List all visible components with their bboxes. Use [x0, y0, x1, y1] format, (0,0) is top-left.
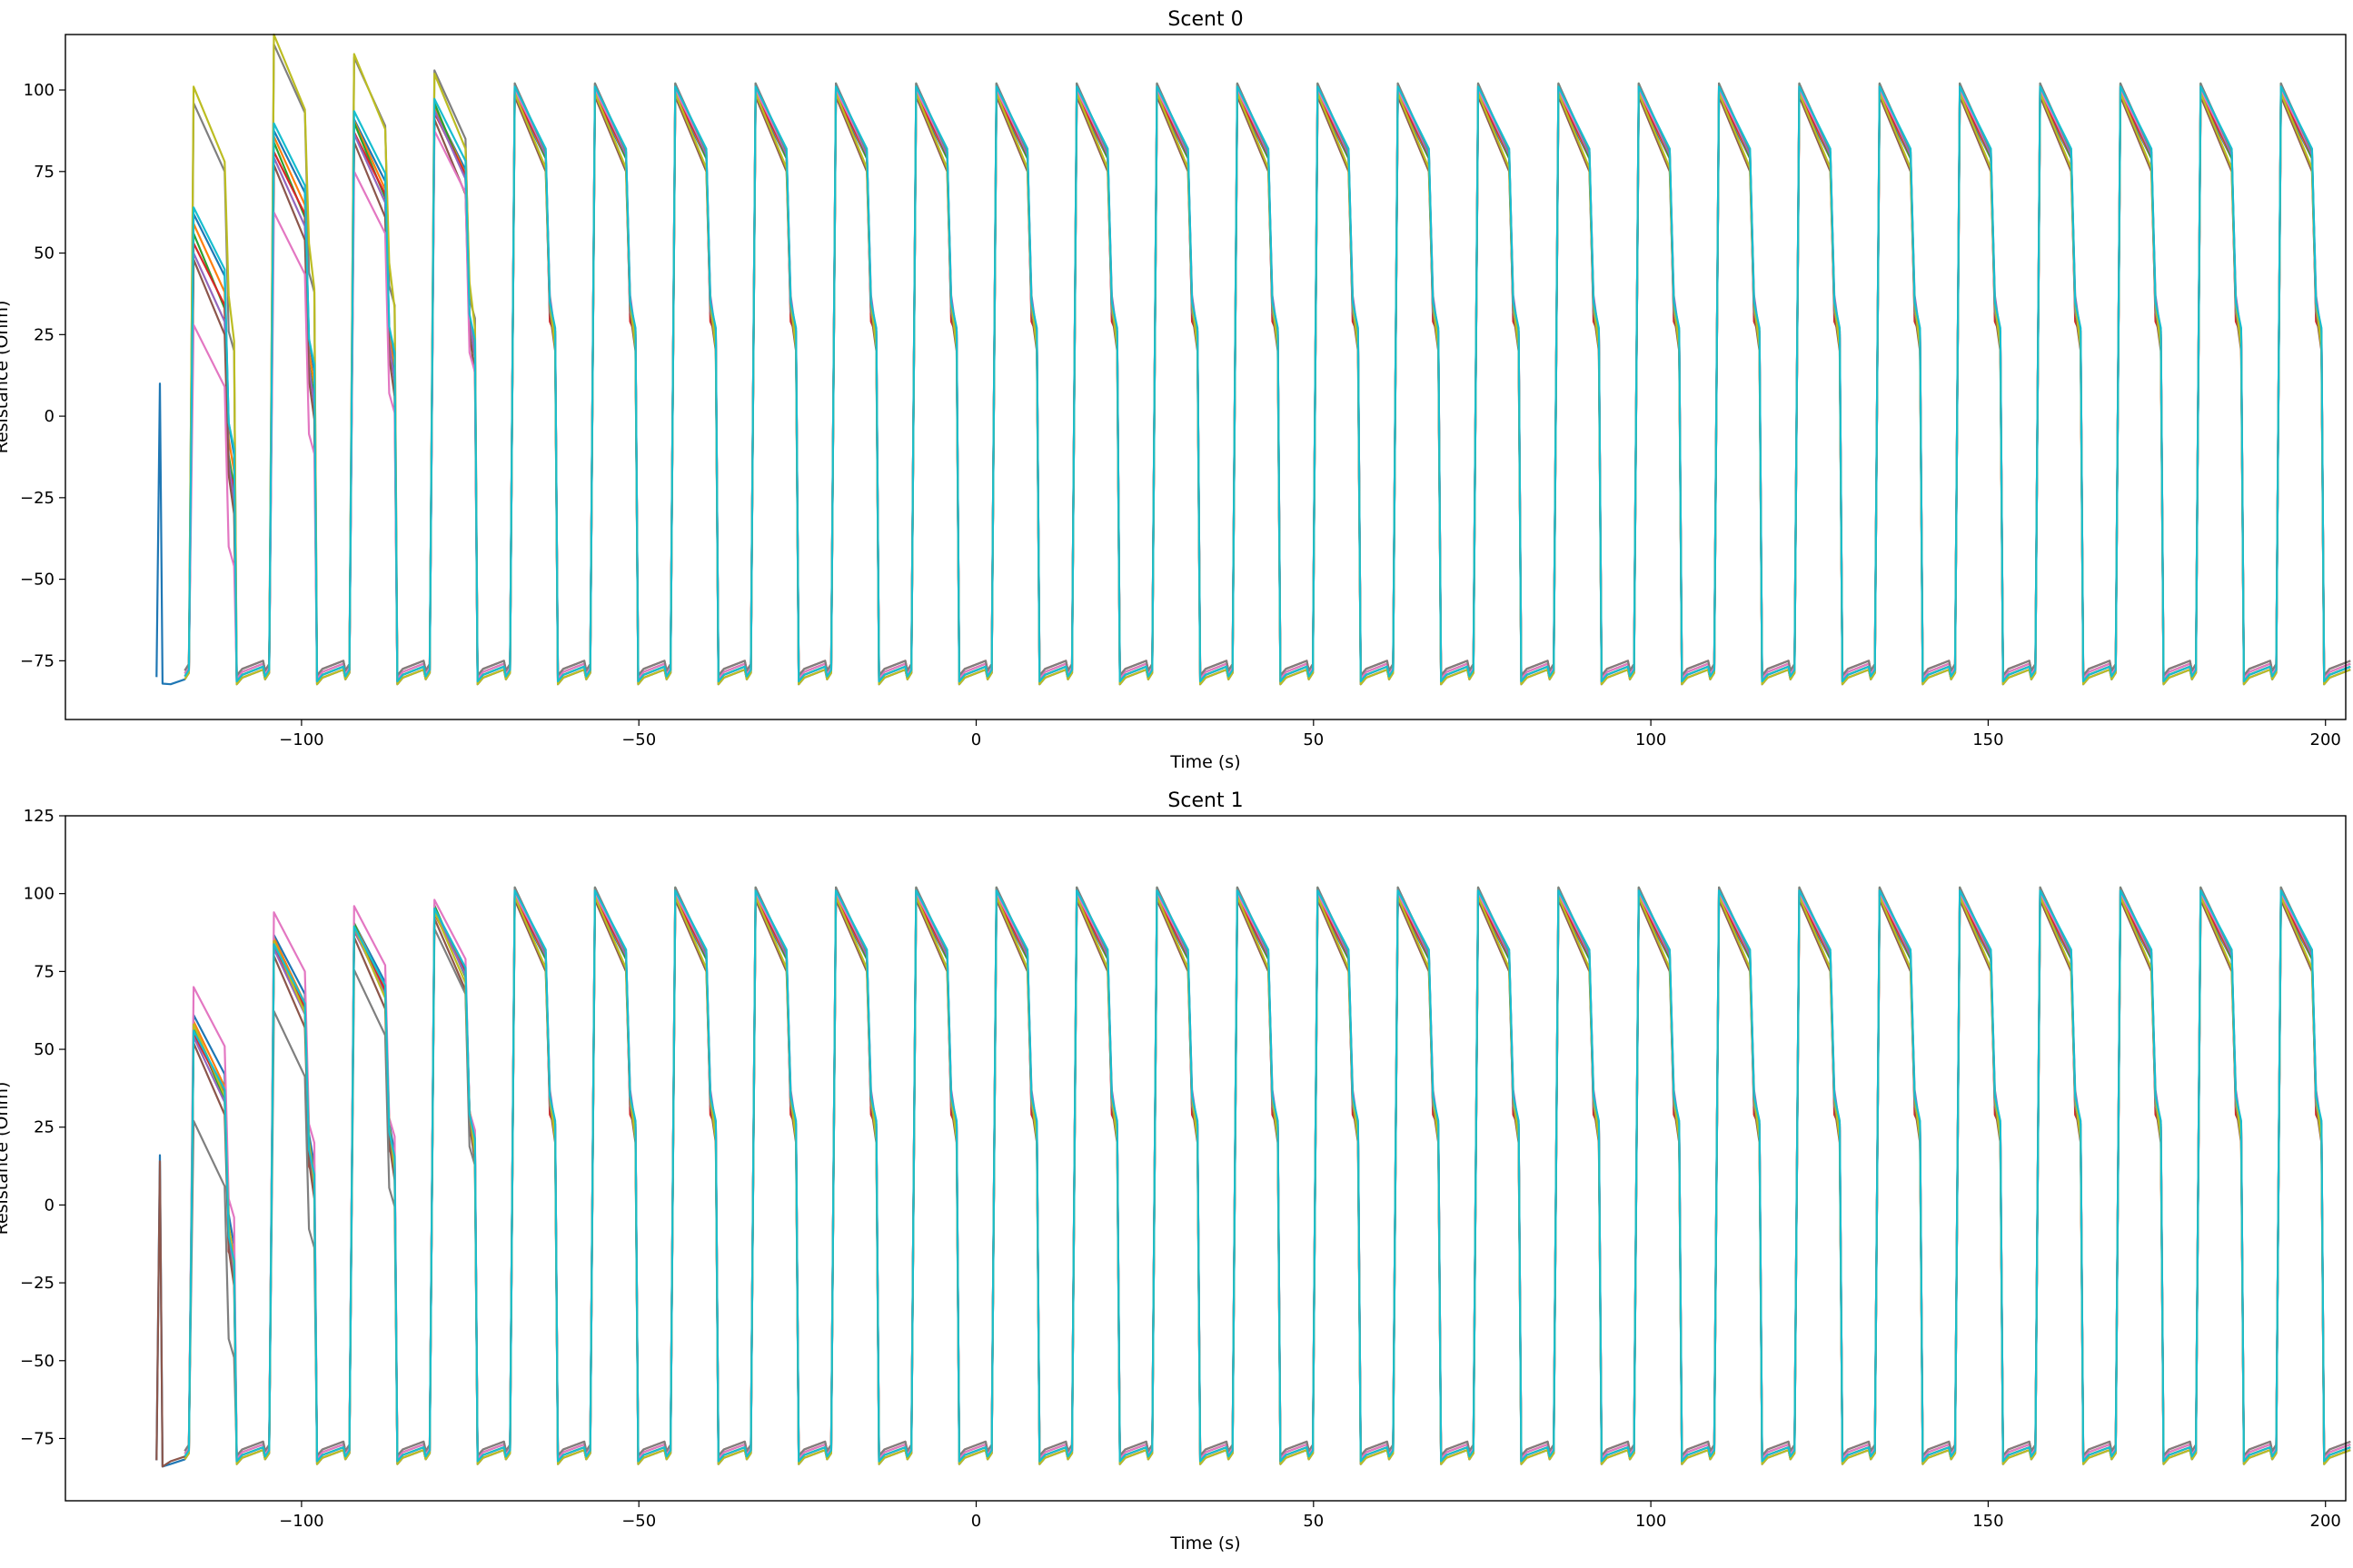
series-line-1-5	[155, 898, 2351, 1468]
panel-scent-1: −100 −50 0 50 100 150 200 −75 −50 −25 0 25 50 75 100 1…	[0, 789, 2351, 1553]
plot-frame-scent-0	[65, 34, 2347, 720]
y-tick-label: −75	[20, 651, 55, 670]
y-tick-label: −75	[20, 1429, 55, 1448]
series-line-0-0	[155, 95, 2351, 686]
series-line-1-0	[155, 898, 2351, 1468]
series-line-0-7	[184, 43, 2351, 677]
traces-scent-0	[155, 33, 2351, 686]
x-axis-scent-1: −100 −50 0 50 100 150 200	[279, 1501, 2341, 1531]
y-tick-label: −50	[20, 571, 55, 590]
x-tick-label: −50	[621, 1512, 656, 1531]
y-axis-scent-1: −75 −50 −25 0 25 50 75 100 125	[20, 807, 65, 1448]
y-tick-label: −25	[20, 1274, 55, 1293]
x-tick-label: −100	[279, 1512, 323, 1531]
series-line-1-9	[184, 889, 2351, 1463]
panel-scent-0: −100 −50 0 50 100 150 200 −75−50−250255075100 …	[0, 8, 2351, 772]
x-tick-label: −50	[621, 730, 656, 749]
series-line-0-9	[184, 85, 2351, 683]
y-axis-label-scent-1: Resistance (Ohm)	[0, 1082, 12, 1236]
y-tick-label: −25	[20, 489, 55, 508]
x-tick-label: 200	[2310, 1512, 2341, 1531]
y-tick-label: 75	[34, 962, 55, 981]
x-tick-label: 50	[1303, 730, 1324, 749]
x-tick-label: 0	[971, 730, 981, 749]
x-axis-label-scent-0: Time (s)	[1169, 752, 1240, 772]
x-axis-scent-0: −100 −50 0 50 100 150 200	[279, 719, 2341, 749]
y-tick-label: 125	[24, 807, 55, 826]
y-tick-label: 0	[45, 1196, 55, 1215]
y-axis-label-scent-0: Resistance (Ohm)	[0, 301, 12, 454]
y-tick-label: 50	[34, 1040, 55, 1059]
y-tick-label: 25	[34, 1118, 55, 1137]
x-tick-label: 150	[1972, 1512, 2003, 1531]
chart-title-scent-0: Scent 0	[1167, 8, 1243, 31]
plot-frame-scent-1	[65, 815, 2347, 1502]
x-tick-label: 150	[1972, 730, 2003, 749]
x-tick-label: 100	[1635, 730, 1666, 749]
y-tick-label: 100	[24, 885, 55, 904]
x-tick-label: 200	[2310, 730, 2341, 749]
x-tick-label: 0	[971, 1512, 981, 1531]
y-tick-label: 0	[45, 407, 55, 426]
x-tick-label: 50	[1303, 1512, 1324, 1531]
traces-scent-1	[155, 886, 2351, 1468]
y-tick-label: 25	[34, 325, 55, 344]
x-axis-label-scent-1: Time (s)	[1169, 1533, 1240, 1553]
x-tick-label: −100	[279, 730, 323, 749]
chart-title-scent-1: Scent 1	[1167, 789, 1243, 812]
y-axis-scent-0: −75 −50 −25 0 25 50 75 100	[20, 81, 65, 670]
series-line-0-8	[184, 33, 2351, 686]
x-tick-label: 100	[1635, 1512, 1666, 1531]
y-tick-label: 50	[34, 244, 55, 263]
y-tick-label: 75	[34, 163, 55, 182]
y-tick-label: 100	[24, 81, 55, 100]
y-tick-label: −50	[20, 1352, 55, 1371]
